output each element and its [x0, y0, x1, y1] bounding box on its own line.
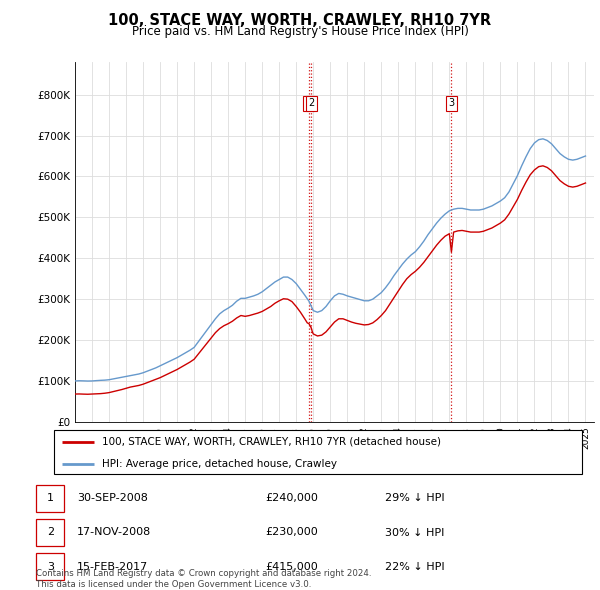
FancyBboxPatch shape: [36, 519, 64, 546]
Text: HPI: Average price, detached house, Crawley: HPI: Average price, detached house, Craw…: [101, 459, 337, 469]
Text: £415,000: £415,000: [265, 562, 318, 572]
FancyBboxPatch shape: [36, 553, 64, 580]
Text: 100, STACE WAY, WORTH, CRAWLEY, RH10 7YR: 100, STACE WAY, WORTH, CRAWLEY, RH10 7YR: [109, 13, 491, 28]
Text: Price paid vs. HM Land Registry's House Price Index (HPI): Price paid vs. HM Land Registry's House …: [131, 25, 469, 38]
Text: 3: 3: [47, 562, 53, 572]
Text: 30% ↓ HPI: 30% ↓ HPI: [385, 527, 445, 537]
Text: 1: 1: [47, 493, 53, 503]
Text: £230,000: £230,000: [265, 527, 318, 537]
Text: 22% ↓ HPI: 22% ↓ HPI: [385, 562, 445, 572]
Text: 17-NOV-2008: 17-NOV-2008: [77, 527, 151, 537]
Text: 15-FEB-2017: 15-FEB-2017: [77, 562, 148, 572]
Text: £240,000: £240,000: [265, 493, 318, 503]
Text: 3: 3: [448, 99, 454, 109]
Text: 30-SEP-2008: 30-SEP-2008: [77, 493, 148, 503]
Text: 2: 2: [308, 99, 314, 109]
Text: 1: 1: [306, 99, 312, 109]
Text: 100, STACE WAY, WORTH, CRAWLEY, RH10 7YR (detached house): 100, STACE WAY, WORTH, CRAWLEY, RH10 7YR…: [101, 437, 440, 447]
Text: 2: 2: [47, 527, 54, 537]
FancyBboxPatch shape: [36, 485, 64, 512]
Text: 29% ↓ HPI: 29% ↓ HPI: [385, 493, 445, 503]
Text: Contains HM Land Registry data © Crown copyright and database right 2024.
This d: Contains HM Land Registry data © Crown c…: [36, 569, 371, 589]
